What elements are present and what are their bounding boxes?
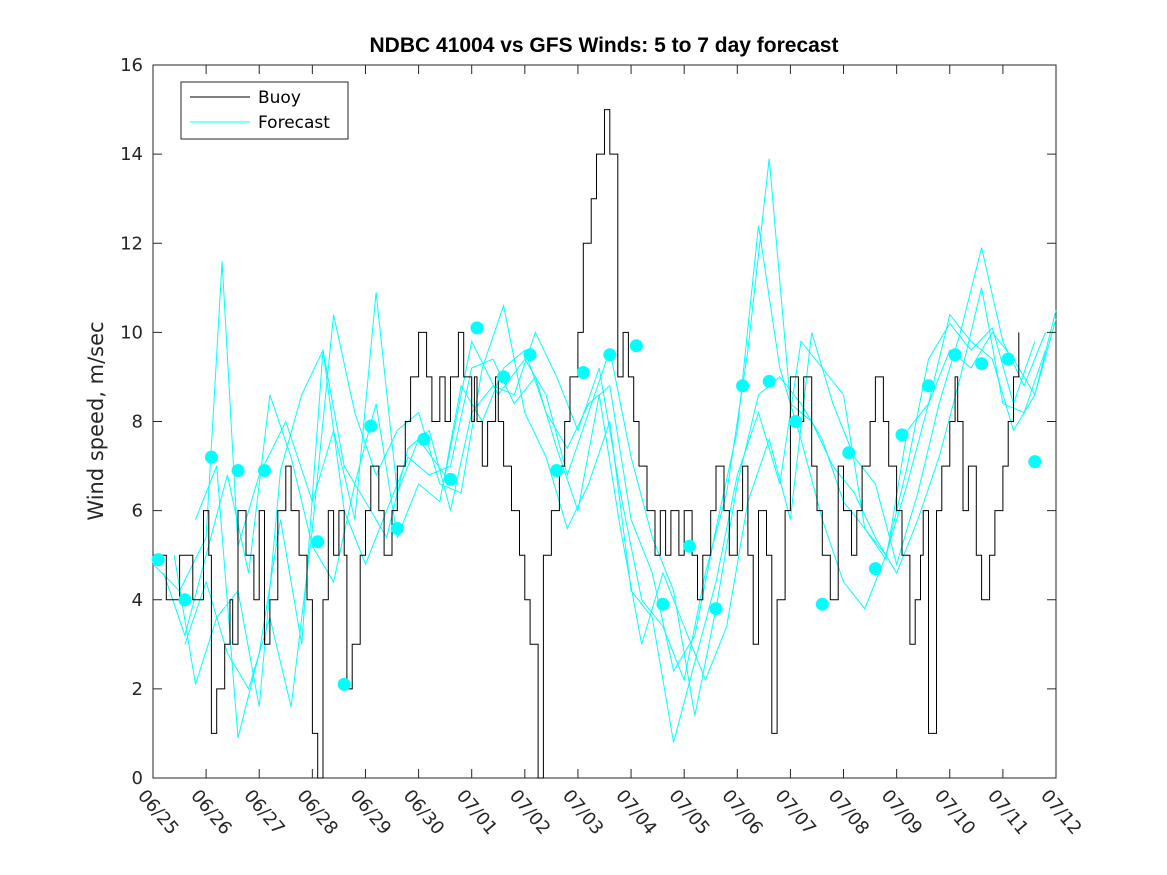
forecast-point	[364, 419, 378, 433]
buoy-line	[153, 109, 1020, 779]
chart-title: NDBC 41004 vs GFS Winds: 5 to 7 day fore…	[370, 34, 839, 57]
x-tick-label: 07/09	[877, 786, 926, 839]
forecast-point	[815, 597, 829, 611]
plot-area	[152, 64, 1057, 779]
forecast-point	[1028, 455, 1042, 469]
forecast-point	[231, 464, 245, 477]
x-tick-label: 06/26	[186, 786, 235, 839]
forecast-point	[842, 446, 856, 460]
forecast-point	[736, 379, 750, 393]
x-tick-label: 07/01	[452, 786, 501, 839]
legend-box	[180, 81, 349, 140]
y-tick-label: 4	[132, 590, 143, 611]
y-tick-label: 6	[132, 501, 143, 522]
y-tick-label: 2	[132, 679, 143, 700]
x-tick-label: 06/25	[133, 786, 182, 839]
forecast-run-line-4	[184, 303, 1036, 743]
forecast-point	[629, 339, 643, 353]
legend-forecast-label: Forecast	[258, 113, 330, 133]
x-tick-label: 06/28	[293, 786, 342, 839]
y-tick-label: 10	[120, 322, 143, 343]
forecast-run-line-3	[173, 158, 1046, 707]
forecast-point	[975, 357, 989, 371]
forecast-point	[444, 472, 457, 486]
x-tick-label: 07/03	[558, 786, 607, 839]
forecast-run-line-2	[163, 225, 1057, 673]
y-tick-label: 8	[132, 412, 143, 433]
forecast-point	[390, 522, 404, 535]
y-tick-label: 0	[132, 768, 143, 789]
y-tick-label: 14	[120, 144, 143, 165]
forecast-point	[683, 539, 696, 553]
x-tick-label: 07/11	[983, 786, 1032, 839]
x-tick-label: 07/10	[930, 786, 979, 839]
forecast-point	[178, 593, 192, 607]
x-tick-label: 06/27	[239, 786, 288, 839]
series-layer	[151, 109, 1057, 779]
y-axis-label: Wind speed, m/sec	[84, 321, 108, 520]
x-tick-label: 07/08	[824, 786, 873, 839]
forecast-point	[417, 432, 431, 446]
x-tick-label: 07/05	[664, 786, 713, 839]
forecast-point	[656, 597, 670, 611]
forecast-point	[709, 602, 723, 616]
y-tick-label: 16	[120, 55, 143, 76]
forecast-run-line-5	[195, 247, 1046, 739]
forecast-point	[258, 464, 271, 477]
x-tick-label: 06/29	[346, 786, 395, 839]
x-tick-label: 07/02	[505, 786, 554, 839]
forecast-point	[470, 321, 484, 335]
forecast-point	[895, 428, 909, 442]
forecast-point	[576, 366, 590, 379]
forecast-point	[922, 379, 935, 393]
forecast-point	[523, 348, 537, 362]
legend: Buoy Forecast	[180, 81, 349, 140]
forecast-point	[762, 374, 776, 388]
forecast-point	[789, 415, 803, 428]
forecast-point	[497, 370, 511, 384]
forecast-point	[948, 348, 962, 362]
x-tick-label: 07/04	[611, 786, 660, 839]
x-tick-label: 07/07	[771, 786, 820, 839]
forecast-point	[603, 348, 617, 362]
forecast-run-line-1	[152, 261, 1057, 716]
x-tick-label: 07/06	[717, 786, 766, 839]
forecast-point	[204, 450, 218, 464]
x-tick-label: 07/12	[1036, 786, 1085, 839]
x-tick-label: 06/30	[399, 786, 448, 839]
forecast-point	[868, 562, 882, 576]
legend-buoy-label: Buoy	[258, 88, 301, 108]
y-tick-label: 12	[120, 233, 143, 254]
forecast-point	[311, 535, 325, 549]
forecast-point	[550, 464, 564, 477]
forecast-point	[1001, 352, 1015, 366]
forecast-point	[151, 553, 165, 567]
forecast-point	[337, 677, 351, 691]
